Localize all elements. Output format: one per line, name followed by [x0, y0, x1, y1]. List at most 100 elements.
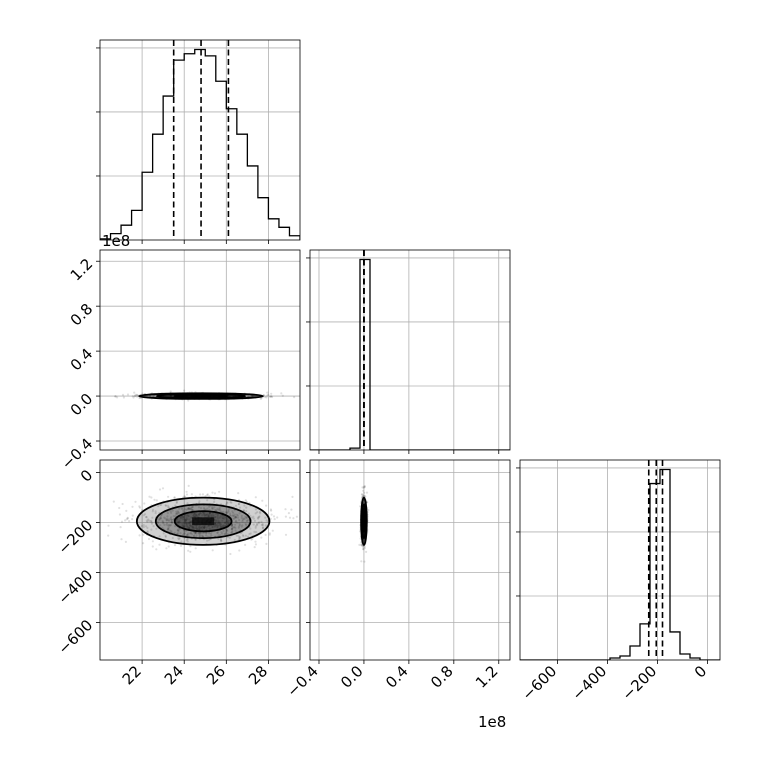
sample-point	[198, 513, 201, 516]
sample-point	[181, 515, 184, 518]
sample-point	[201, 528, 204, 531]
sample-point	[185, 490, 188, 493]
sample-point	[183, 389, 186, 392]
sample-point	[165, 519, 168, 522]
sample-point	[230, 528, 234, 531]
sample-point	[235, 519, 238, 523]
sample-point	[234, 516, 237, 519]
sample-point	[245, 500, 248, 503]
sample-point	[257, 517, 260, 520]
sample-point	[250, 538, 253, 541]
sample-point	[188, 523, 191, 526]
sample-point	[232, 511, 235, 514]
sample-point	[246, 519, 249, 522]
sample-point	[184, 519, 187, 522]
sample-point	[120, 520, 124, 523]
sample-point	[362, 494, 365, 497]
sample-point	[254, 543, 257, 546]
sample-point	[146, 526, 149, 530]
sample-point	[203, 526, 206, 530]
sample-point	[191, 525, 194, 528]
sample-point	[257, 522, 260, 525]
sample-point	[150, 528, 153, 531]
sample-point	[268, 533, 271, 536]
sample-point	[208, 512, 211, 515]
panel-2-2: −600 −400 −200 0	[516, 459, 721, 704]
sample-point	[177, 522, 180, 525]
sample-point	[189, 516, 193, 519]
sample-point	[245, 523, 248, 527]
sample-point	[188, 527, 191, 530]
sample-point	[198, 526, 201, 529]
sample-point	[183, 516, 186, 519]
sample-point	[195, 527, 199, 530]
sample-point	[363, 485, 366, 488]
sample-point	[238, 523, 241, 527]
sample-point	[234, 523, 237, 526]
histogram-series	[520, 468, 720, 660]
contour-line	[173, 510, 233, 533]
sample-point	[159, 503, 162, 506]
panel-frame	[309, 459, 511, 661]
sample-point	[226, 523, 229, 526]
sample-point	[220, 539, 223, 542]
sample-point	[211, 507, 214, 510]
sample-point	[202, 507, 206, 510]
sample-point	[221, 532, 224, 535]
sample-point	[362, 548, 365, 551]
sample-point	[177, 529, 180, 533]
sample-point	[214, 519, 218, 522]
sample-point	[232, 514, 235, 518]
sample-point	[237, 502, 240, 506]
y-tick-label: 0.4	[67, 345, 97, 375]
sample-point	[245, 516, 248, 519]
sample-point	[171, 509, 174, 512]
sample-point	[215, 524, 218, 527]
histogram-series	[100, 48, 300, 240]
sample-point	[193, 512, 196, 515]
sample-point	[261, 499, 264, 502]
sample-point	[216, 515, 219, 518]
sample-point	[204, 514, 207, 517]
sample-point	[141, 392, 144, 395]
x-tick-label: 28	[245, 662, 271, 688]
sample-point	[201, 535, 204, 538]
sample-point	[208, 505, 211, 508]
sample-point	[157, 505, 160, 508]
sample-point	[363, 486, 366, 489]
sample-point	[252, 515, 255, 518]
sample-point	[175, 510, 178, 513]
sample-point	[365, 550, 368, 554]
sample-point	[222, 510, 225, 513]
sample-point	[216, 525, 219, 529]
sample-point	[176, 512, 179, 516]
sample-point	[362, 546, 365, 549]
x-tick-label: −200	[618, 662, 660, 704]
sample-point	[159, 517, 163, 520]
sample-point	[156, 520, 159, 524]
sample-point	[150, 521, 153, 524]
sample-point	[186, 537, 189, 541]
sample-point	[211, 506, 214, 509]
sample-point	[158, 518, 161, 522]
sample-point	[234, 516, 237, 519]
sample-point	[237, 534, 240, 538]
sample-point	[270, 513, 273, 516]
panel-frame	[519, 459, 721, 661]
sample-point	[253, 530, 256, 534]
sample-point	[202, 526, 206, 530]
sample-point	[238, 522, 241, 525]
sample-point	[268, 532, 271, 535]
sample-point	[121, 393, 125, 396]
sample-point	[226, 502, 229, 505]
sample-point	[218, 516, 221, 519]
sample-point	[146, 530, 149, 533]
sample-point	[194, 526, 198, 529]
sample-point	[265, 519, 268, 522]
sample-point	[171, 536, 174, 540]
sample-point	[363, 545, 366, 548]
sample-point	[195, 534, 198, 537]
sample-point	[189, 521, 192, 524]
sample-point	[203, 524, 206, 528]
sample-point	[208, 513, 211, 516]
